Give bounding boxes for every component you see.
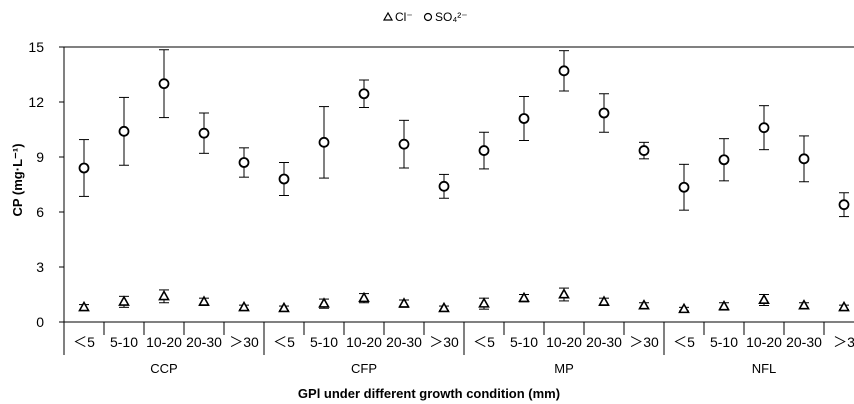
x-category-label: 20-30	[386, 334, 422, 350]
y-tick-label: 3	[36, 259, 44, 275]
data-point-triangle	[558, 288, 570, 299]
legend-item-sulfate: SO₄²⁻	[423, 10, 468, 24]
x-category-label: ＜5	[273, 334, 295, 350]
data-point-triangle	[318, 297, 330, 308]
x-category-label: ＞30	[429, 334, 459, 350]
x-category-label: ＜5	[73, 334, 95, 350]
x-category-label: 5-10	[510, 334, 538, 350]
data-point-circle	[78, 162, 90, 174]
data-point-circle	[238, 157, 250, 168]
x-group-label: NFL	[752, 361, 777, 376]
legend-label: SO₄²⁻	[435, 10, 468, 24]
x-category-labels: ＜5 5-10 10-20 20-30 ＞30 ＜5 5-10 10-20 20-30 ＞30 ＜5…	[73, 334, 854, 350]
x-category-label: ＞30	[229, 334, 259, 350]
x-category-label: 5-10	[310, 334, 338, 350]
data-point-circle	[278, 173, 290, 185]
x-category-label: 10-20	[746, 334, 782, 350]
x-category-label: 10-20	[546, 334, 582, 350]
data-point-circle	[398, 138, 410, 150]
legend-marker-circle	[423, 12, 433, 22]
data-point-circle	[118, 125, 130, 137]
data-point-circle	[798, 153, 810, 165]
series-sulfate	[78, 49, 850, 218]
x-category-label: 10-20	[146, 334, 182, 350]
axes	[59, 46, 854, 355]
data-point-circle	[358, 88, 370, 100]
x-category-label: ＞3	[833, 334, 854, 350]
x-category-label: 5-10	[110, 334, 138, 350]
data-point-circle	[198, 127, 210, 139]
legend-label: Cl⁻	[395, 10, 413, 24]
x-axis-title: GPl under different growth condition (mm…	[298, 386, 560, 401]
data-point-triangle	[358, 291, 370, 303]
data-point-circle	[758, 122, 770, 134]
data-point-circle	[678, 181, 690, 193]
data-point-triangle	[718, 299, 730, 311]
y-tick-label: 0	[36, 314, 44, 330]
data-point-circle	[718, 154, 730, 166]
data-point-triangle	[838, 300, 850, 312]
y-axis-title: CP (mg·L⁻¹)	[10, 143, 25, 216]
data-point-triangle	[158, 289, 170, 301]
data-point-circle	[558, 65, 570, 77]
data-point-triangle	[758, 293, 770, 305]
y-tick-label: 9	[36, 149, 44, 165]
data-point-triangle	[798, 299, 810, 310]
data-point-circle	[518, 113, 530, 124]
x-group-label: CFP	[351, 361, 377, 376]
x-group-label: CCP	[150, 361, 177, 376]
data-point-circle	[838, 199, 850, 211]
data-point-circle	[158, 78, 170, 90]
data-point-triangle	[198, 295, 210, 306]
x-category-label: 20-30	[786, 334, 822, 350]
x-category-label: 20-30	[186, 334, 222, 350]
data-point-circle	[598, 107, 610, 119]
legend-item-chloride: Cl⁻	[382, 10, 413, 24]
x-category-label: 20-30	[586, 334, 622, 350]
legend-marker-triangle	[382, 11, 394, 21]
data-point-triangle	[278, 301, 290, 313]
data-point-triangle	[78, 300, 90, 312]
x-category-label: ＜5	[473, 334, 495, 350]
data-point-triangle	[638, 299, 650, 310]
data-point-triangle	[438, 301, 450, 313]
y-tick-label: 6	[36, 204, 44, 220]
data-point-triangle	[478, 297, 490, 308]
data-point-circle	[318, 136, 330, 148]
x-category-label: ＞30	[629, 334, 659, 350]
y-tick-label: 12	[28, 94, 44, 110]
data-point-circle	[478, 145, 490, 156]
x-category-label: 10-20	[346, 334, 382, 350]
data-point-triangle	[118, 295, 130, 306]
data-point-triangle	[238, 300, 250, 312]
data-point-triangle	[678, 302, 690, 314]
x-category-label: 5-10	[710, 334, 738, 350]
data-point-triangle	[598, 295, 610, 306]
x-group-labels: CCP CFP MP NFL	[150, 361, 776, 376]
data-marks	[78, 49, 850, 314]
x-category-label: ＜5	[673, 334, 695, 350]
legend: Cl⁻ SO₄²⁻	[382, 10, 468, 24]
x-group-label: MP	[554, 361, 574, 376]
data-point-circle	[438, 180, 450, 192]
data-point-circle	[638, 145, 650, 156]
data-point-triangle	[518, 291, 530, 303]
y-tick-labels: 0 3 6 9 12 15	[28, 39, 44, 330]
data-point-triangle	[398, 297, 410, 308]
series-chloride	[78, 287, 850, 314]
y-tick-label: 15	[28, 39, 44, 55]
